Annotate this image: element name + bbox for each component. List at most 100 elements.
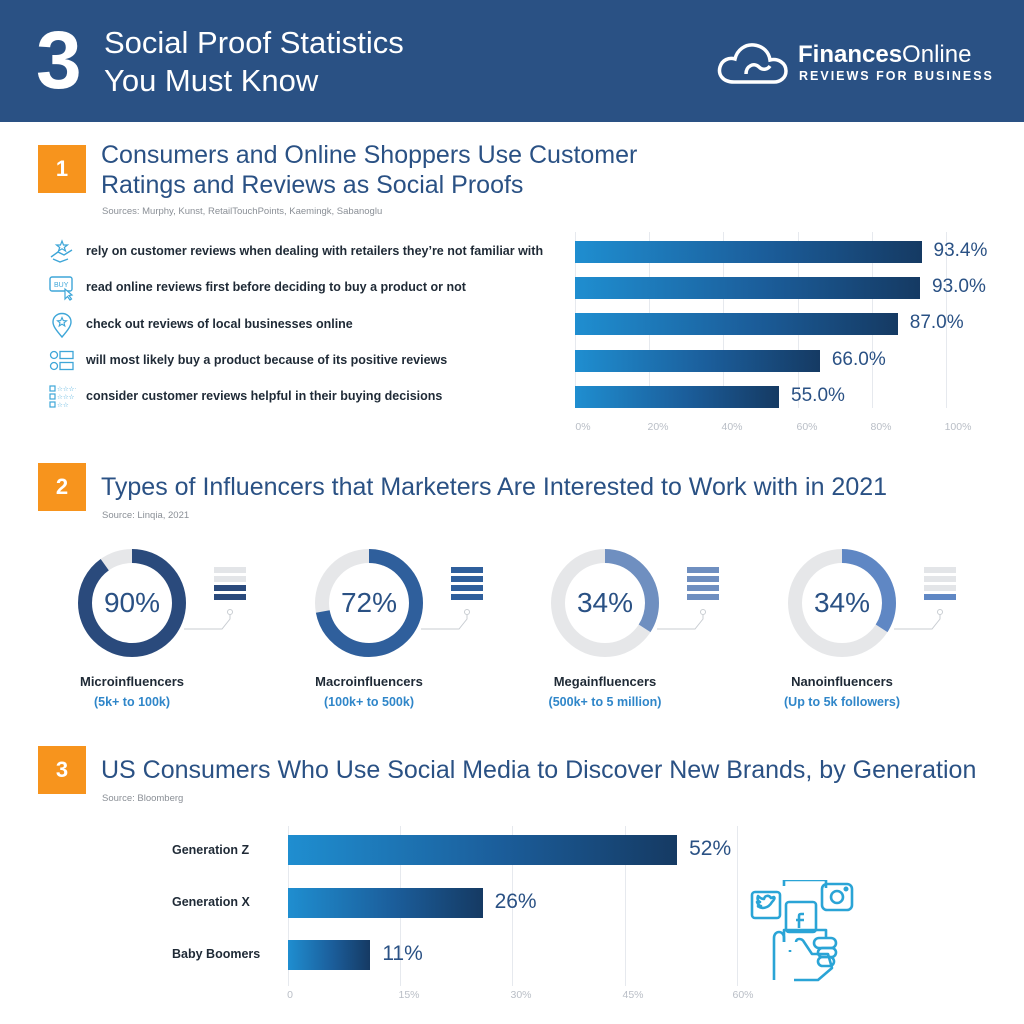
svg-text:BUY: BUY (54, 282, 69, 289)
axis-tick: 100% (944, 421, 972, 433)
svg-text:☆☆☆: ☆☆☆ (57, 393, 75, 401)
donut-value: 34% (576, 587, 634, 618)
section1-title: Consumers and Online Shoppers Use Custom… (101, 141, 638, 199)
svg-text:☆☆: ☆☆ (57, 401, 69, 409)
influencer-name: Macroinfluencers (315, 674, 423, 689)
donut-slice (788, 549, 896, 657)
list-item: rely on customer reviews when dealing wi… (44, 237, 1004, 267)
row-label: Baby Boomers (172, 947, 261, 961)
legend-bar (687, 594, 719, 600)
section1-number: 1 (38, 145, 86, 193)
header-banner: 3 Social Proof Statistics You Must Know … (0, 0, 1024, 122)
legend-bar (924, 594, 956, 600)
row-label: Generation Z (172, 843, 250, 857)
donut-slice (78, 549, 186, 657)
axis-tick: 30% (510, 989, 532, 1001)
axis-tick: 45% (622, 989, 644, 1001)
section2-source: Source: Linqia, 2021 (102, 510, 190, 521)
legend-bar (214, 576, 246, 582)
row-label: Generation X (172, 895, 250, 909)
cloud-logo-icon (717, 43, 788, 84)
data-label: 52% (689, 837, 732, 860)
buy-click-icon: BUY (48, 275, 76, 301)
list-item: check out reviews of local businesses on… (44, 310, 1004, 340)
connector-line (421, 609, 470, 630)
connector-line (184, 609, 233, 630)
donut-chart: 72% (304, 538, 434, 668)
legend-bar (214, 594, 246, 600)
list-item: will most likely buy a product because o… (44, 346, 1004, 376)
bar (288, 940, 371, 970)
page-title: Social Proof Statistics You Must Know (104, 25, 404, 98)
social-media-hand-icon (750, 880, 854, 982)
data-label: 93.0% (932, 276, 986, 297)
section3-title: US Consumers Who Use Social Media to Dis… (101, 756, 977, 784)
axis-tick: 60% (732, 989, 754, 1001)
legend-bars (687, 567, 719, 603)
axis-tick: 20% (647, 421, 669, 433)
donut-chart: 34% (540, 538, 670, 668)
legend-bars (924, 567, 956, 603)
section3-source: Source: Bloomberg (102, 793, 184, 804)
brand-name: FinancesOnline (798, 41, 972, 68)
row-label: rely on customer reviews when dealing wi… (86, 244, 544, 258)
axis-tick: 0% (575, 421, 591, 433)
axis-tick: 60% (796, 421, 818, 433)
review-list-icon (48, 348, 76, 374)
legend-bar (924, 576, 956, 582)
brand-logo: FinancesOnline REVIEWS FOR BUSINESS (716, 40, 996, 86)
axis-tick: 40% (721, 421, 743, 433)
brand-tagline: REVIEWS FOR BUSINESS (799, 69, 994, 83)
influencer-name: Megainfluencers (553, 674, 657, 689)
donut-slice (551, 549, 659, 657)
bar (575, 313, 898, 335)
row-label: read online reviews first before decidin… (86, 280, 466, 294)
header-number: 3 (36, 15, 82, 106)
data-label: 66.0% (831, 349, 886, 370)
bar (575, 386, 780, 408)
bar (288, 835, 678, 865)
bar (575, 277, 921, 299)
row-label: consider customer reviews helpful in the… (86, 389, 443, 403)
legend-bar (451, 594, 483, 600)
legend-bar (451, 567, 483, 573)
donut-value: 72% (340, 587, 398, 618)
donut-value: 34% (813, 587, 871, 618)
influencer-range: (500k+ to 5 million) (548, 695, 662, 709)
legend-bar (451, 585, 483, 591)
axis-tick: 0 (287, 989, 293, 1001)
row-label: check out reviews of local businesses on… (86, 317, 353, 331)
legend-bars (451, 567, 483, 603)
axis-tick: 80% (870, 421, 892, 433)
section1-source: Sources: Murphy, Kunst, RetailTouchPoint… (102, 206, 383, 217)
bar (575, 350, 820, 372)
list-item: BUY read online reviews first before dec… (44, 273, 1004, 303)
influencer-range: (100k+ to 500k) (324, 695, 414, 709)
connector-line (894, 609, 943, 630)
influencer-name: Microinfluencers (79, 674, 185, 689)
legend-bar (687, 585, 719, 591)
legend-bars (214, 567, 246, 603)
legend-bar (214, 567, 246, 573)
legend-bar (687, 567, 719, 573)
svg-text:☆☆☆☆: ☆☆☆☆ (57, 385, 76, 393)
legend-bar (214, 585, 246, 591)
axis-tick: 15% (398, 989, 420, 1001)
section2-number: 2 (38, 463, 86, 511)
list-item: ☆☆☆☆☆☆☆☆☆ consider customer reviews help… (44, 382, 1004, 412)
section3-number: 3 (38, 746, 86, 794)
donut-chart: 90% (67, 538, 197, 668)
data-label: 55.0% (791, 385, 845, 406)
row-label: will most likely buy a product because o… (86, 353, 448, 367)
data-label: 26% (494, 890, 537, 913)
legend-bar (924, 585, 956, 591)
section2-title: Types of Influencers that Marketers Are … (101, 473, 888, 501)
donut-chart: 34% (777, 538, 907, 668)
location-star-icon (48, 312, 76, 339)
data-label: 87.0% (909, 312, 964, 333)
data-label: 11% (382, 942, 423, 965)
influencer-range: (Up to 5k followers) (784, 695, 900, 709)
donut-slice (315, 549, 423, 657)
influencer-name: Nanoinfluencers (791, 674, 893, 689)
handshake-stars-icon (48, 239, 76, 265)
